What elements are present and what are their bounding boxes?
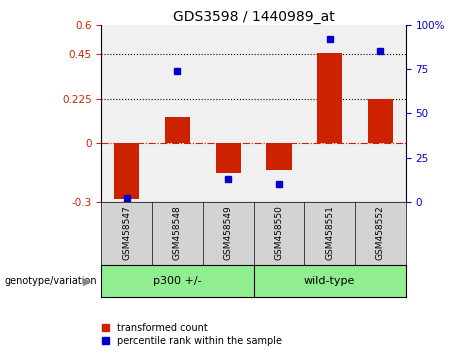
Text: GSM458548: GSM458548 (173, 205, 182, 260)
Bar (317, 53, 342, 143)
Text: wild-type: wild-type (304, 276, 355, 286)
Text: GSM458552: GSM458552 (376, 205, 385, 260)
Bar (368, 98, 393, 143)
Bar (266, 143, 291, 170)
Text: GSM458551: GSM458551 (325, 205, 334, 260)
Text: ▶: ▶ (83, 276, 92, 286)
Text: GSM458550: GSM458550 (274, 205, 284, 260)
Text: GSM458549: GSM458549 (224, 205, 233, 260)
Bar (165, 117, 190, 143)
Bar (254, 266, 406, 297)
Text: p300 +/-: p300 +/- (153, 276, 202, 286)
Bar (216, 143, 241, 173)
Title: GDS3598 / 1440989_at: GDS3598 / 1440989_at (173, 10, 334, 24)
Text: genotype/variation: genotype/variation (5, 276, 97, 286)
Bar (114, 143, 140, 199)
Bar (101, 266, 254, 297)
Legend: transformed count, percentile rank within the sample: transformed count, percentile rank withi… (102, 323, 282, 346)
Text: GSM458547: GSM458547 (122, 205, 131, 260)
